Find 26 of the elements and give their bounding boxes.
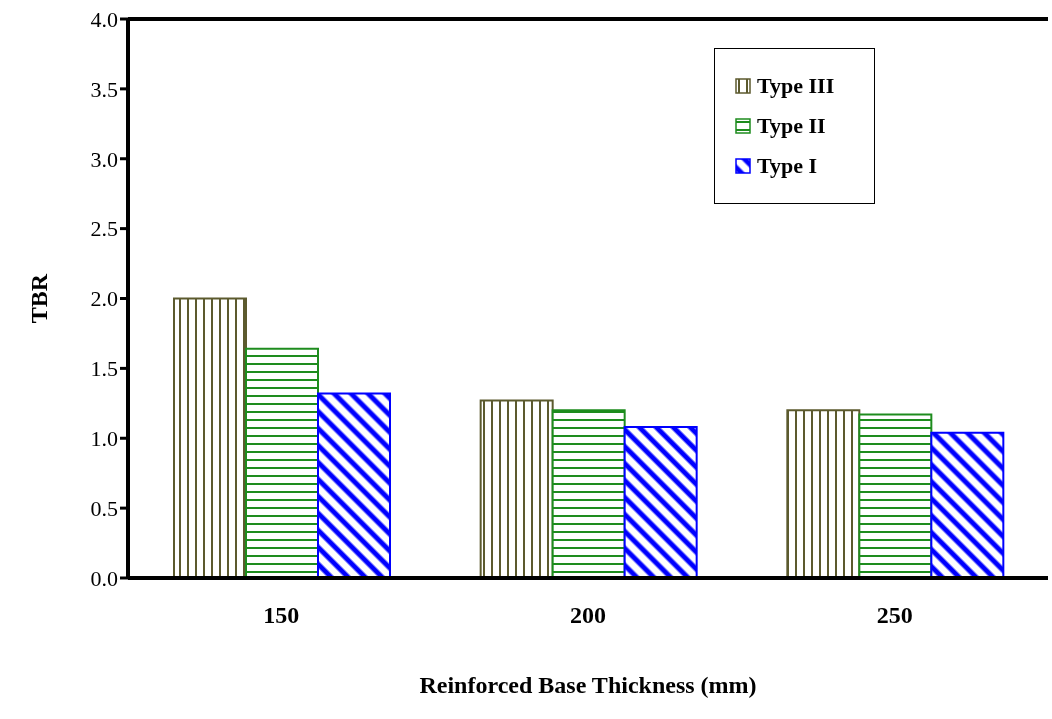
bar bbox=[786, 409, 861, 578]
legend-label: Type I bbox=[757, 153, 818, 179]
y-tick-label: 3.0 bbox=[90, 146, 118, 172]
bar bbox=[930, 431, 1005, 578]
x-axis-title: Reinforced Base Thickness (mm) bbox=[419, 672, 757, 698]
bar bbox=[245, 347, 319, 578]
bar bbox=[858, 413, 933, 578]
y-tick-label: 2.5 bbox=[90, 216, 118, 242]
y-tick-label: 4.0 bbox=[90, 6, 118, 32]
bar bbox=[173, 297, 247, 578]
bar bbox=[551, 409, 626, 578]
y-tick-label: 3.5 bbox=[90, 76, 118, 102]
y-tick-label: 0.0 bbox=[90, 565, 118, 591]
y-tick-label: 2.0 bbox=[90, 286, 118, 312]
y-axis-title: TBR bbox=[25, 273, 52, 324]
y-tick-label: 0.5 bbox=[90, 495, 118, 521]
y-tick-label: 1.0 bbox=[90, 426, 118, 452]
bar bbox=[623, 426, 698, 578]
x-tick-label: 250 bbox=[876, 602, 913, 629]
legend-label: Type II bbox=[757, 113, 826, 139]
x-tick-label: 200 bbox=[570, 602, 606, 629]
bar bbox=[479, 399, 554, 578]
x-tick-label: 150 bbox=[263, 602, 300, 629]
y-tick-label: 1.5 bbox=[90, 356, 118, 382]
bar bbox=[317, 392, 391, 578]
legend-label: Type III bbox=[757, 73, 835, 99]
